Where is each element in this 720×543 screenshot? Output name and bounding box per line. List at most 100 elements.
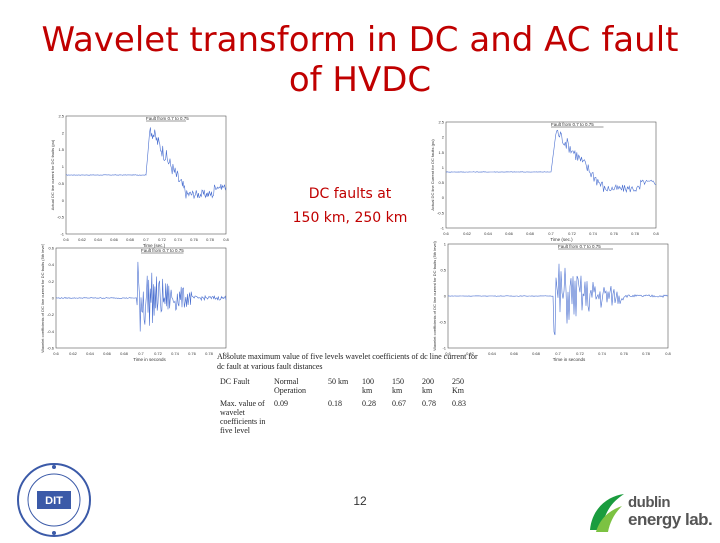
y-tick-label: -1 [442,346,446,351]
y-tick-label: 1 [444,242,447,247]
fault-annotation: Fault from 0.7 to 0.75 [146,116,189,121]
x-tick-label: 0.72 [576,351,585,356]
slide-title-line-2: of HVDC [288,60,432,100]
header-cell: DC Fault [220,377,250,386]
slide-title: Wavelet transform in DC and AC fault of … [0,20,720,100]
x-axis-label: Time in seconds [133,357,166,362]
y-axis-label: Wavelet coefficients of DC line current … [432,241,437,351]
x-tick-label: 0.74 [171,351,180,356]
y-tick-label: 0.4 [48,262,54,267]
x-tick-label: 0.68 [532,351,541,356]
x-tick-label: 0.64 [94,237,103,242]
results-value-row: Max. value of wavelet coefficients in fi… [217,397,479,437]
y-tick-label: 0 [442,195,445,200]
y-tick-label: -0.5 [57,215,65,220]
x-tick-label: 0.7 [138,351,144,356]
x-tick-label: 0.78 [205,351,214,356]
slide-title-line-1: Wavelet transform in DC and AC fault [41,20,679,60]
value-cell: 0.83 [452,399,466,408]
y-tick-label: 0.5 [438,180,444,185]
header-cell: Normal Operation [274,377,306,395]
x-tick-label: 0.66 [103,351,112,356]
x-tick-label: 0.76 [190,237,199,242]
y-tick-label: 2.5 [58,114,64,119]
value-cell: 0.18 [328,399,342,408]
x-tick-label: 0.66 [110,237,119,242]
x-tick-label: 0.64 [86,351,95,356]
y-tick-label: 2.5 [438,120,444,125]
brand-line-1: dublin [628,494,671,511]
signal-trace [445,129,656,194]
x-tick-label: 0.8 [653,231,659,236]
plot-dc-current-left: 0.6 0.62 0.64 0.66 0.68 0.7 0.72 0.74 0.76 0.78 0.… [50,112,230,249]
y-tick-label: 1.5 [438,150,444,155]
header-cell: 150 km [392,377,404,395]
plot-frame [445,121,657,229]
x-tick-label: 0.62 [78,237,87,242]
y-tick-label: -1 [60,232,64,237]
x-tick-label: 0.7 [143,237,149,242]
y-tick-label: 0.5 [58,181,64,186]
x-tick-label: 0.68 [526,231,535,236]
x-tick-label: 0.8 [665,351,671,356]
y-tick-label: -1 [440,226,444,231]
x-tick-label: 0.64 [488,351,497,356]
value-cell: 0.28 [362,399,376,408]
y-tick-label: -0.5 [437,210,445,215]
fault-annotation: Fault from 0.7 to 0.75 [551,122,594,127]
x-tick-label: 0.62 [466,351,475,356]
page-number: 12 [353,494,367,508]
y-tick-label: -0.2 [47,312,55,317]
y-tick-label: -0.6 [47,346,55,351]
header-cell: 200 km [422,377,434,395]
x-tick-label: 0.6 [63,237,69,242]
y-tick-label: 1 [62,164,65,169]
y-tick-label: -0.5 [439,320,447,325]
x-tick-label: 0.78 [631,231,640,236]
header-cell: 50 km [328,377,349,386]
plot-wavelet-left: 0.6 0.62 0.64 0.66 0.68 0.7 0.72 0.74 0.76 0.78 0.… [40,244,230,362]
x-axis-label: Time (sec.) [550,237,573,242]
x-tick-label: 0.74 [598,351,607,356]
callout-line-1: DC faults at [308,186,392,202]
x-tick-label: 0.68 [126,237,135,242]
seal-text: DIT [45,495,63,507]
x-tick-label: 0.6 [445,351,451,356]
y-axis-label: Wavelet coefficients of DC line current … [40,244,45,353]
y-tick-label: 0.5 [440,268,446,273]
plot-wavelet-right: 0.6 0.62 0.64 0.66 0.68 0.7 0.72 0.74 0.76 0.78 0.… [432,240,672,362]
x-axis-label: Time in seconds [553,357,586,362]
results-header-row: DC Fault Normal Operation 50 km 100 km 1… [217,375,479,397]
y-tick-label: -0.4 [47,329,55,334]
signal-trace [55,261,227,332]
y-tick-label: 2 [62,130,65,135]
results-table-caption: Absolute maximum value of five levels wa… [217,352,478,371]
y-axis-label: Actual DC line current for DC faults (pu… [50,139,55,210]
x-tick-label: 0.62 [69,351,78,356]
x-tick-label: 0.6 [53,351,59,356]
x-tick-label: 0.7 [548,231,554,236]
brand-line-2: energy lab. [628,510,713,529]
x-tick-label: 0.72 [158,237,167,242]
x-tick-label: 0.7 [555,351,561,356]
x-tick-label: 0.8 [223,351,229,356]
x-tick-label: 0.6 [443,231,449,236]
y-tick-label: 0.2 [48,279,54,284]
x-tick-label: 0.8 [223,237,229,242]
y-tick-label: 0 [444,294,447,299]
value-cell: 0.09 [274,399,288,408]
y-tick-label: 0 [62,198,65,203]
value-cell: 0.67 [392,399,406,408]
x-tick-label: 0.78 [642,351,651,356]
results-table: DC Fault Normal Operation 50 km 100 km 1… [217,375,479,437]
signal-trace [448,263,669,336]
y-tick-label: 1.5 [58,147,64,152]
x-tick-label: 0.66 [505,231,514,236]
x-tick-label: 0.76 [620,351,629,356]
row-label-cell: Max. value of wavelet coefficients in fi… [220,399,266,435]
x-tick-label: 0.72 [154,351,163,356]
y-tick-label: 0 [52,296,55,301]
plot-dc-current-right: 0.6 0.62 0.64 0.66 0.68 0.7 0.72 0.74 0.76 0.78 0.… [430,118,660,243]
leaf-swoosh-icon [590,494,624,532]
callout-line-2: 150 km, 250 km [292,210,408,226]
